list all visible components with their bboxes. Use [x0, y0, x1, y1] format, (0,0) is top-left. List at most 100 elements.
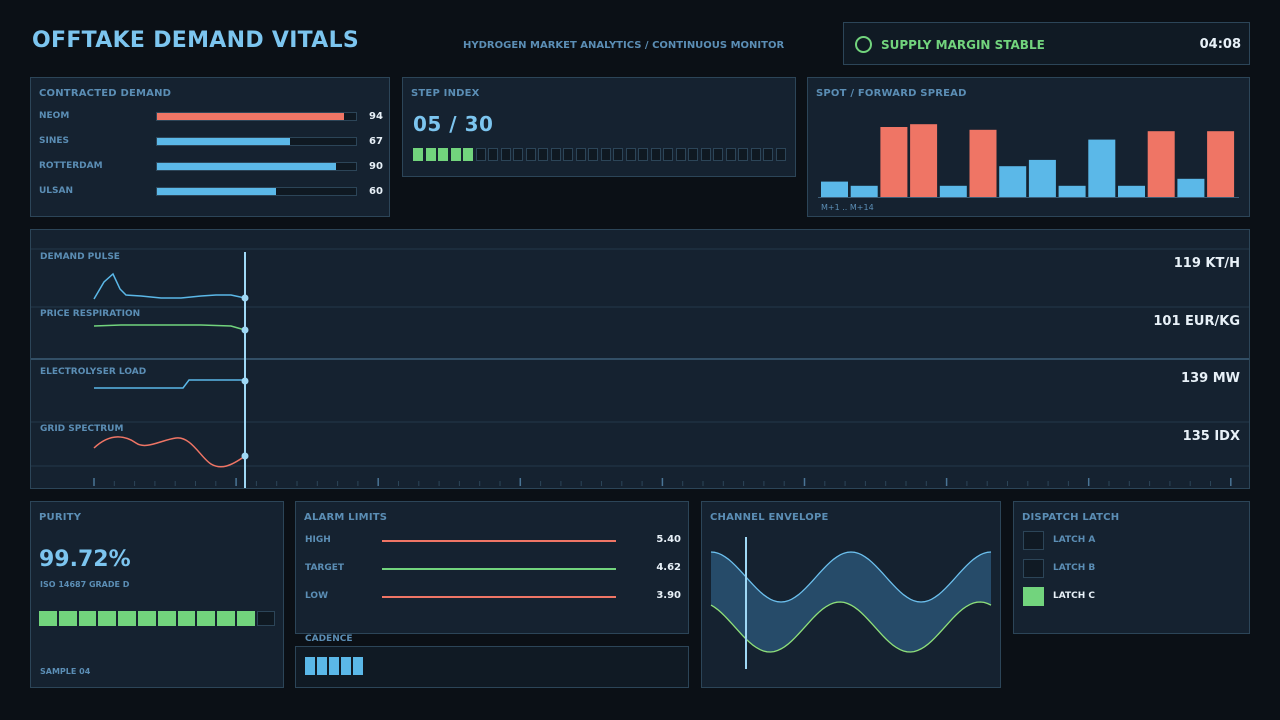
- demand-bar-track: [156, 137, 357, 146]
- latch-c[interactable]: LATCH C: [1023, 587, 1223, 607]
- demand-row-ulsan: ULSAN 60: [39, 185, 384, 199]
- demand-row-label: SINES: [39, 136, 69, 146]
- step-segment: [775, 148, 786, 161]
- purity-segment: [78, 611, 97, 626]
- purity-bar: [39, 611, 275, 626]
- step-segment: [725, 148, 736, 161]
- step-segment: [563, 148, 573, 161]
- latch-label: LATCH B: [1053, 563, 1096, 573]
- panel-label: ALARM LIMITS: [304, 512, 388, 523]
- cursor-dot: [241, 326, 249, 334]
- status-text: SUPPLY MARGIN STABLE: [881, 38, 1045, 52]
- cursor-dot: [241, 294, 249, 302]
- step-progress: [413, 148, 786, 161]
- electrolyser-load-trace: [94, 379, 245, 389]
- envelope-chart: [710, 537, 992, 669]
- spread-range-label: M+1 .. M+14: [821, 203, 874, 212]
- latch-b[interactable]: LATCH B: [1023, 559, 1223, 579]
- step-segment: [763, 148, 773, 161]
- alarm-row-label: LOW: [305, 591, 328, 601]
- latch-a[interactable]: LATCH A: [1023, 531, 1223, 551]
- demand-bar-fill: [157, 163, 337, 170]
- latch-checkbox[interactable]: [1023, 531, 1044, 550]
- panel-label: PURITY: [39, 512, 82, 523]
- traces-panel: DEMAND PULSE 119 KT/H PRICE RESPIRATION …: [30, 229, 1250, 489]
- purity-segment: [236, 611, 255, 626]
- spread-bar: [1147, 131, 1175, 197]
- spread-bar: [1028, 159, 1056, 197]
- step-segment: [425, 148, 436, 161]
- cadence-panel: [295, 646, 689, 688]
- time-axis-ticks: [93, 478, 1232, 486]
- cursor-dot: [241, 452, 249, 460]
- step-segment: [625, 148, 636, 161]
- spread-bar: [999, 166, 1027, 197]
- step-segment: [700, 148, 711, 161]
- latch-label: LATCH A: [1053, 535, 1096, 545]
- purity-segment: [58, 611, 77, 626]
- spread-bar: [1177, 178, 1205, 197]
- demand-bar-fill: [157, 188, 277, 195]
- step-segment: [525, 148, 536, 161]
- alarm-limit-line: [382, 596, 616, 598]
- alarm-limit-line: [382, 568, 616, 570]
- step-segment: [488, 148, 498, 161]
- alarm-row-low: LOW 3.90: [305, 590, 681, 604]
- step-segment: [738, 148, 748, 161]
- latch-checkbox[interactable]: [1023, 587, 1044, 606]
- step-index-panel: STEP INDEX 05 / 30: [402, 77, 796, 177]
- step-segment: [613, 148, 623, 161]
- cadence-segment: [305, 657, 315, 675]
- step-segment: [750, 148, 761, 161]
- price-respiration-trace: [93, 324, 246, 331]
- envelope-band: [711, 552, 991, 652]
- step-segment: [538, 148, 548, 161]
- contracted-demand-panel: CONTRACTED DEMAND NEOM 94 SINES 67 ROTTERDAM…: [30, 77, 390, 217]
- spread-bar: [850, 185, 878, 197]
- demand-row-sines: SINES 67: [39, 135, 384, 149]
- panel-label: DISPATCH LATCH: [1022, 512, 1120, 523]
- cadence-label: CADENCE: [305, 634, 353, 644]
- latch-checkbox[interactable]: [1023, 559, 1044, 578]
- cadence-segment: [353, 657, 363, 675]
- purity-segment: [157, 611, 176, 626]
- alarm-row-value: 3.90: [656, 590, 681, 601]
- spread-bar: [1207, 131, 1235, 197]
- envelope-lower-line: [710, 601, 992, 653]
- purity-segment: [137, 611, 156, 626]
- alarm-row-high: HIGH 5.40: [305, 534, 681, 548]
- trace-label-grid-spectrum: GRID SPECTRUM: [40, 424, 124, 434]
- step-segment: [688, 148, 698, 161]
- spread-bar: [1118, 185, 1145, 197]
- demand-row-value: 67: [369, 136, 383, 147]
- purity-segment: [197, 611, 216, 626]
- demand-row-value: 60: [369, 186, 383, 197]
- panel-label: CONTRACTED DEMAND: [39, 88, 172, 99]
- spread-bar: [1058, 185, 1086, 197]
- panel-label: CHANNEL ENVELOPE: [710, 512, 829, 523]
- demand-bar-fill: [157, 113, 345, 120]
- purity-grade: ISO 14687 GRADE D: [40, 580, 130, 589]
- step-segment: [713, 148, 723, 161]
- trace-label-electrolyser-load: ELECTROLYSER LOAD: [40, 367, 147, 377]
- cadence-segment: [329, 657, 339, 675]
- purity-value: 99.72%: [39, 547, 131, 572]
- trace-label-price-respiration: PRICE RESPIRATION: [40, 309, 141, 319]
- cadence-segment: [317, 657, 327, 675]
- demand-bar-fill: [157, 138, 291, 145]
- demand-bar-track: [156, 162, 357, 171]
- step-segment: [675, 148, 686, 161]
- status-ring-icon: [855, 36, 872, 53]
- trace-value-price-respiration: 101 EUR/KG: [1153, 314, 1240, 329]
- alarm-row-value: 5.40: [656, 534, 681, 545]
- step-segment: [638, 148, 648, 161]
- step-segment: [438, 148, 448, 161]
- step-segment: [588, 148, 598, 161]
- demand-bar-track: [156, 112, 357, 121]
- dashboard-subtitle: HYDROGEN MARKET ANALYTICS / CONTINUOUS M…: [463, 40, 785, 51]
- panel-label: STEP INDEX: [411, 88, 480, 99]
- spread-panel: SPOT / FORWARD SPREAD M+1 .. M+14: [807, 77, 1250, 217]
- dashboard-title: OFFTAKE DEMAND VITALS: [32, 28, 360, 53]
- trace-label-demand-pulse: DEMAND PULSE: [40, 252, 120, 262]
- spread-bar: [969, 129, 997, 197]
